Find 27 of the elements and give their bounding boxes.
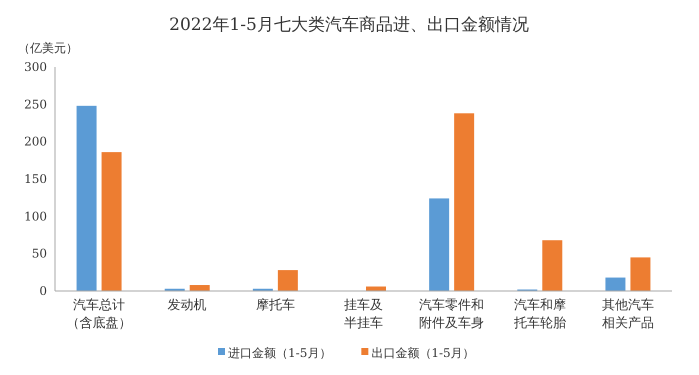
x-tick-label: 汽车总计（含底盘） [66, 297, 133, 333]
bar [102, 152, 122, 291]
bar [605, 278, 626, 291]
bar [76, 106, 97, 291]
y-tick-label: 300 [24, 60, 47, 74]
y-axis-title: （亿美元） [18, 41, 78, 55]
y-tick-label: 150 [24, 172, 47, 186]
bar [630, 257, 650, 291]
y-tick-label: 0 [39, 284, 47, 298]
x-tick-label: 发动机 [166, 297, 208, 315]
y-tick-label: 250 [24, 97, 47, 112]
legend-label: 进口金额（1-5月） [228, 346, 332, 360]
bar [429, 198, 450, 291]
x-tick-label: 摩托车 [254, 297, 296, 315]
x-tick-label: 其他汽车相关产品 [600, 297, 655, 333]
bar [278, 270, 298, 291]
bar [542, 240, 562, 291]
legend-label: 出口金额（1-5月） [371, 346, 475, 360]
y-tick-label: 50 [32, 246, 47, 261]
bar [190, 285, 210, 291]
x-tick-label: 汽车零件和附件及车身 [418, 297, 486, 333]
y-tick-label: 100 [24, 209, 47, 224]
y-tick-label: 200 [24, 134, 47, 149]
chart-title: 2022年1-5月七大类汽车商品进、出口金额情况 [169, 15, 529, 35]
x-tick-label: 汽车和摩托车轮胎 [512, 297, 567, 333]
x-tick-label: 挂车及半挂车 [343, 297, 384, 333]
bar [454, 113, 474, 291]
